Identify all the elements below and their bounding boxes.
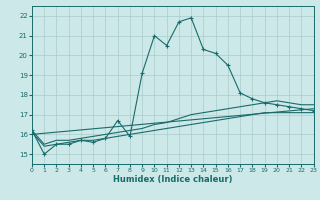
- X-axis label: Humidex (Indice chaleur): Humidex (Indice chaleur): [113, 175, 233, 184]
